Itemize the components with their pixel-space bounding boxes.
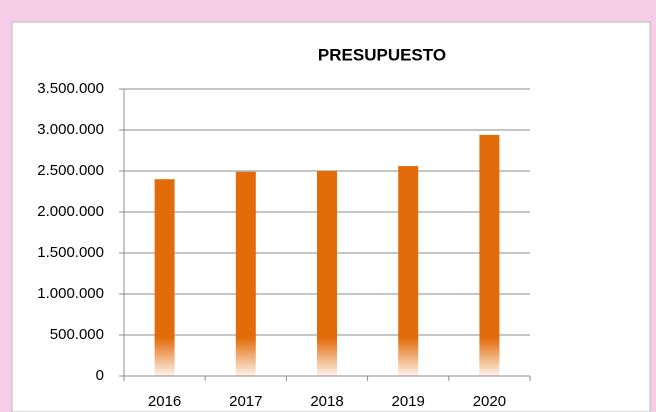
bar <box>154 179 175 376</box>
chart-title: PRESUPUESTO <box>318 45 446 64</box>
bar <box>398 166 419 376</box>
bar <box>317 171 337 376</box>
x-tick-label: 2018 <box>310 393 343 410</box>
y-tick-label: 2.000.000 <box>37 203 104 220</box>
x-tick-label: 2019 <box>392 393 425 410</box>
x-tick-label: 2017 <box>229 393 262 410</box>
bar <box>479 134 500 376</box>
y-tick-label: 500.000 <box>50 326 104 343</box>
y-tick-label: 1.500.000 <box>37 244 104 261</box>
x-tick-label: 2016 <box>148 393 181 410</box>
y-tick-label: 2.500.000 <box>37 162 104 179</box>
y-tick-label: 1.000.000 <box>37 285 104 302</box>
bar <box>235 171 256 376</box>
x-tick-label: 2020 <box>473 393 506 410</box>
y-tick-label: 0 <box>96 367 104 384</box>
y-tick-label: 3.000.000 <box>37 121 104 138</box>
y-tick-label: 3.500.000 <box>37 80 104 97</box>
